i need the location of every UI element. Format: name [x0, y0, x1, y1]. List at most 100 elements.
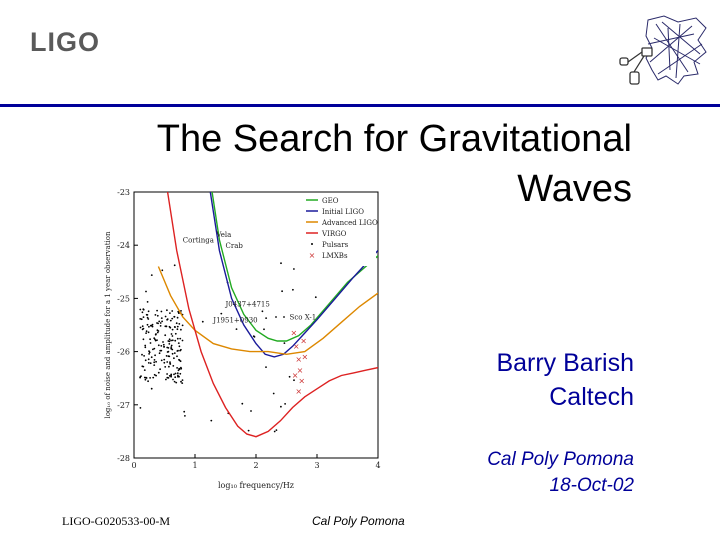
pulsar-point	[143, 369, 146, 371]
pulsar-point	[178, 367, 181, 370]
pulsar-point	[174, 339, 177, 342]
slide-title-line-1: The Search for Gravitational	[156, 118, 632, 160]
pulsar-point	[160, 359, 163, 362]
legend-box	[304, 194, 376, 266]
y-axis-label: log₁₀ of noise and amplitude for a 1 yea…	[104, 231, 112, 419]
pulsar-point	[145, 330, 148, 333]
pulsar-point	[173, 357, 175, 360]
pulsar-point	[180, 310, 182, 312]
footer-document-id: LIGO-G020533-00-M	[62, 514, 170, 528]
pulsar-point	[283, 316, 285, 318]
pulsar-point	[164, 366, 167, 368]
pulsar-point	[177, 374, 179, 377]
pulsar-point	[171, 317, 174, 320]
pulsar-point	[173, 264, 176, 267]
pulsar-point	[176, 325, 179, 328]
pulsar-point	[162, 341, 164, 343]
pulsar-point	[175, 322, 178, 325]
pulsar-point	[158, 320, 161, 323]
pulsar-point	[171, 348, 174, 351]
pulsar-point	[142, 308, 145, 311]
pulsar-point	[180, 380, 182, 383]
pulsar-point	[167, 350, 170, 353]
pulsar-point	[158, 352, 161, 355]
lmxb-point: ×	[298, 377, 305, 386]
pulsar-point	[142, 327, 145, 330]
pulsar-point	[272, 392, 275, 395]
pulsar-point	[142, 338, 145, 341]
lmxb-point: ×	[297, 366, 304, 375]
pulsar-point	[280, 405, 282, 408]
pulsar-point	[178, 358, 180, 361]
pulsar-point	[139, 326, 142, 329]
author-block: Barry Barish Caltech	[496, 346, 634, 414]
pulsar-point	[145, 332, 147, 334]
pulsar-point	[148, 353, 150, 355]
pulsar-point	[156, 329, 159, 332]
pulsar-point	[176, 328, 179, 331]
pulsar-point	[165, 378, 167, 381]
legend-label-4: Pulsars	[322, 241, 349, 249]
pulsar-point	[157, 371, 160, 374]
pulsar-point	[210, 419, 213, 422]
pulsar-point	[154, 354, 156, 357]
pulsar-point	[147, 362, 150, 364]
y-tick-label: -25	[117, 294, 130, 303]
pulsar-point	[173, 380, 176, 383]
pulsar-point	[173, 326, 176, 328]
pulsar-point	[141, 325, 144, 328]
pulsar-point	[168, 338, 171, 341]
pulsar-point	[149, 377, 151, 379]
annotation-0: Vela	[215, 231, 231, 239]
pulsar-point	[149, 324, 152, 327]
pulsar-point	[143, 376, 146, 379]
pulsar-point	[156, 331, 159, 334]
annotation-2: Cortinga	[183, 237, 214, 245]
annotation-1: Crab	[226, 242, 244, 250]
x-axis-label: log₁₀ frequency/Hz	[218, 481, 294, 490]
pulsar-point	[145, 377, 148, 379]
pulsar-point	[177, 342, 180, 344]
x-tick-label: 4	[375, 461, 380, 470]
pulsar-point	[153, 347, 156, 350]
pulsar-point	[149, 362, 152, 365]
pulsar-point	[170, 339, 172, 342]
legend-label-1: Initial LIGO	[322, 208, 364, 216]
pulsar-point	[173, 352, 176, 354]
pulsar-point	[163, 358, 166, 361]
lmxb-point: ×	[290, 329, 297, 338]
pulsar-point	[250, 410, 252, 412]
pulsar-point	[163, 345, 165, 348]
annotation-4: J1951+0930	[212, 316, 257, 324]
pulsar-point	[171, 328, 174, 331]
pulsar-point	[171, 352, 174, 355]
pulsar-point	[150, 387, 153, 390]
ligo-logo-text: LIGO	[30, 27, 100, 57]
pulsar-point	[247, 429, 250, 432]
pulsar-point	[147, 331, 150, 334]
pulsar-point	[153, 364, 156, 366]
pulsar-point	[156, 314, 159, 317]
pulsar-point	[144, 378, 147, 381]
pulsar-point	[171, 335, 174, 337]
lmxb-point: ×	[295, 387, 302, 396]
pulsar-point	[154, 338, 156, 341]
pulsar-point	[176, 337, 179, 340]
pulsar-point	[144, 344, 147, 347]
pulsar-point	[156, 322, 158, 324]
event-block: Cal Poly Pomona 18-Oct-02	[487, 447, 634, 499]
pulsar-point	[170, 333, 173, 335]
pulsar-point	[141, 353, 143, 356]
pulsar-point	[148, 325, 150, 328]
lmxb-point: ×	[301, 353, 308, 362]
pulsar-point	[154, 314, 157, 316]
legend-swatch-4	[311, 243, 313, 245]
pulsar-point	[145, 290, 147, 293]
event-place: Cal Poly Pomona	[487, 449, 634, 470]
pulsar-point	[159, 325, 162, 327]
pulsar-point	[156, 309, 158, 312]
pulsar-point	[153, 359, 156, 361]
pulsar-point	[273, 430, 276, 433]
pulsar-point	[156, 339, 158, 341]
